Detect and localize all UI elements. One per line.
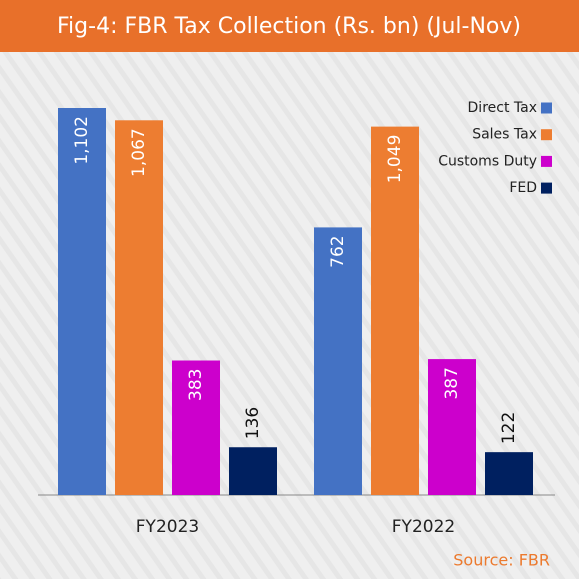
bar [428,359,476,495]
chart-title: Fig-4: FBR Tax Collection (Rs. bn) (Jul-… [57,14,521,39]
source: Source: FBR [453,551,550,570]
legend-label: FED [509,180,537,196]
value-label: 122 [499,412,519,444]
legend-label: Direct Tax [468,100,537,116]
title-bar [0,0,579,52]
legend-label: Sales Tax [472,127,537,143]
legend-swatch [541,129,552,141]
bar [485,452,533,495]
bar [314,227,362,495]
value-label: 762 [328,235,348,267]
x-tick-label: FY2022 [392,517,455,537]
value-label: 1,102 [72,116,92,165]
x-tick-label: FY2023 [136,517,199,537]
value-label: 383 [186,368,206,400]
value-label: 1,049 [385,135,405,184]
value-label: 1,067 [129,128,149,177]
value-label: 387 [442,367,462,399]
legend-swatch [541,102,552,114]
bar [229,447,277,495]
legend-swatch [541,155,552,167]
bar [371,126,419,496]
value-label: 136 [243,407,263,439]
legend-swatch [541,182,552,194]
bar [58,108,106,495]
bar [115,120,163,495]
legend-label: Customs Duty [438,153,537,169]
bar [172,360,220,495]
